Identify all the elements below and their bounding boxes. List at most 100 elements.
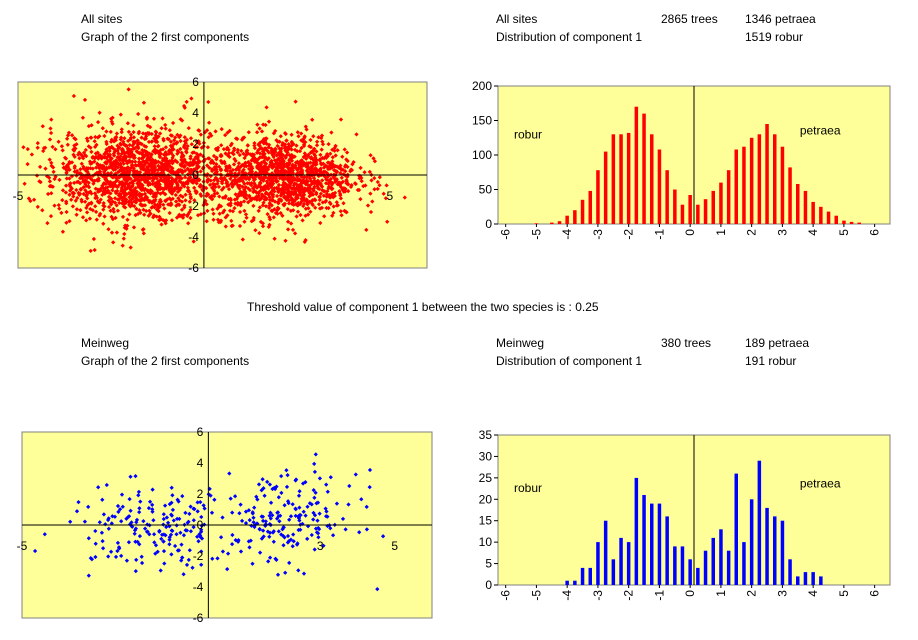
scatter-meinweg-point [161, 548, 167, 554]
scatter-meinweg-point [195, 509, 200, 514]
top-left-title: All sites [81, 12, 123, 26]
scatter-all-point [324, 194, 329, 199]
scatter-meinweg-point [195, 500, 200, 505]
scatter-all-point [338, 170, 343, 176]
scatter-all-point [237, 209, 243, 215]
scatter-all-point [245, 143, 250, 148]
scatter-all-point [218, 153, 223, 159]
scatter-all-point [77, 181, 83, 186]
scatter-meinweg-point [268, 516, 273, 521]
hist-all-bar [703, 199, 708, 224]
scatter-all-point [47, 157, 52, 162]
scatter-all-point [110, 185, 116, 190]
scatter-all-point [209, 193, 215, 199]
scatter-all-point [193, 188, 198, 194]
scatter-all-point [124, 143, 129, 148]
scatter-all-point [73, 146, 78, 151]
hist-all-bar [611, 134, 616, 224]
scatter-meinweg-point [324, 509, 329, 514]
scatter-all-point [157, 199, 162, 205]
scatter-all-point [321, 161, 326, 166]
scatter-meinweg-point [297, 489, 302, 494]
scatter-all-point [129, 147, 134, 153]
scatter-all-point [101, 207, 106, 212]
scatter-all-point [210, 207, 215, 212]
scatter-all-point [149, 152, 154, 157]
scatter-all-point [267, 203, 272, 208]
scatter-all-point [157, 131, 163, 136]
scatter-all-point [318, 220, 323, 226]
hist-meinweg-bar [573, 580, 577, 585]
scatter-all-point [102, 175, 108, 181]
scatter-all-point [131, 225, 137, 230]
scatter-all-point [271, 215, 276, 220]
scatter-all-point [155, 185, 160, 190]
scatter-meinweg-point [297, 513, 302, 518]
scatter-all-point [45, 191, 51, 197]
scatter-all-point [314, 190, 319, 195]
scatter-all-point [334, 200, 339, 205]
scatter-all-point [330, 155, 335, 160]
scatter-meinweg-point [170, 493, 175, 498]
scatter-all-point [275, 179, 280, 184]
scatter-all-point [82, 97, 88, 103]
scatter-all-point [285, 227, 291, 232]
scatter-all-point [233, 181, 238, 186]
scatter-all-point [145, 188, 150, 194]
hist-all-bar [726, 170, 731, 224]
scatter-all-point [219, 143, 224, 148]
scatter-all-point [167, 188, 172, 193]
scatter-all-point [142, 191, 148, 197]
scatter-all-point [161, 175, 167, 180]
scatter-all-point [364, 227, 369, 233]
scatter-all-point [59, 144, 65, 149]
scatter-meinweg-x-tick-label: 3 [317, 539, 324, 553]
scatter-all-point [224, 181, 229, 186]
scatter-all-point [173, 199, 179, 204]
scatter-all-point [93, 134, 98, 140]
scatter-all-point [217, 203, 222, 208]
scatter-all-point [49, 191, 54, 196]
scatter-meinweg-point [281, 524, 286, 530]
scatter-all-point [146, 198, 151, 203]
scatter-all-point [101, 203, 106, 208]
scatter-all-point [304, 127, 309, 132]
hist-meinweg-bar [703, 550, 708, 585]
scatter-all-point [31, 197, 37, 202]
hist-meinweg-x-tick-label: 4 [806, 590, 820, 597]
scatter-meinweg-point [159, 536, 164, 542]
scatter-all-point [211, 183, 216, 189]
scatter-all-point [115, 155, 120, 160]
scatter-all-point [29, 152, 35, 157]
scatter-all-point [67, 182, 72, 187]
scatter-all-point [235, 136, 240, 142]
hist-meinweg-bar [642, 495, 646, 585]
scatter-all-point [285, 219, 291, 224]
scatter-all-point [67, 218, 72, 224]
scatter-all-point [320, 139, 325, 144]
scatter-all-point [310, 202, 316, 208]
scatter-all-point [41, 148, 46, 154]
scatter-meinweg-y-tick-label: 4 [197, 456, 204, 470]
scatter-all-point [105, 158, 111, 164]
scatter-meinweg-point [257, 527, 262, 532]
scatter-all-point [110, 166, 115, 171]
scatter-all-point [370, 199, 375, 204]
scatter-all-point [330, 191, 335, 196]
scatter-all-point [260, 221, 266, 226]
scatter-all-point [280, 213, 285, 218]
scatter-all-point [70, 190, 75, 196]
scatter-all-point [143, 136, 149, 141]
scatter-all-point [320, 178, 325, 183]
scatter-meinweg-point [139, 554, 144, 559]
scatter-meinweg-point [286, 500, 291, 506]
hist-all-x-tick-label: -3 [591, 229, 605, 240]
scatter-all-point [143, 176, 149, 181]
scatter-all-point [263, 166, 269, 171]
scatter-meinweg-point [171, 518, 176, 523]
scatter-all-point [274, 153, 279, 158]
scatter-all-point [152, 147, 158, 152]
hist-all-x-tick-label: -5 [529, 229, 543, 240]
scatter-meinweg-point [230, 532, 235, 538]
scatter-all-point [167, 196, 172, 201]
